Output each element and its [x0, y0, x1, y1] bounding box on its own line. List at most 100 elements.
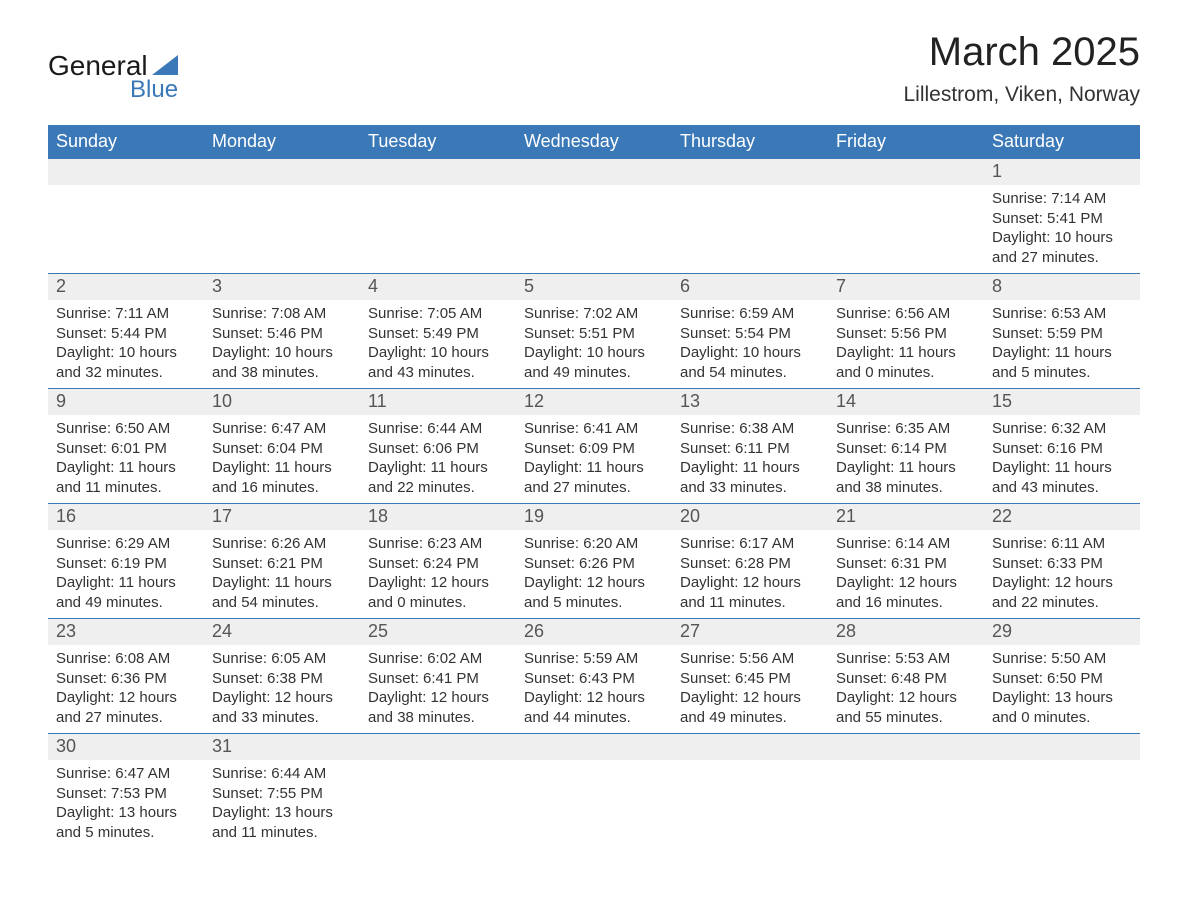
day-number: 6	[672, 274, 828, 300]
calendar-day-cell	[828, 159, 984, 274]
logo: General Blue	[48, 50, 178, 104]
day-number: 10	[204, 389, 360, 415]
day-body: Sunrise: 7:11 AMSunset: 5:44 PMDaylight:…	[48, 300, 204, 388]
sunrise-text: Sunrise: 6:20 AM	[524, 534, 664, 554]
sunset-text: Sunset: 6:14 PM	[836, 439, 976, 459]
day-number: 19	[516, 504, 672, 530]
sunrise-text: Sunrise: 5:56 AM	[680, 649, 820, 669]
daylight-text: Daylight: 11 hours and 16 minutes.	[212, 458, 352, 497]
day-number	[204, 159, 360, 185]
daylight-text: Daylight: 12 hours and 5 minutes.	[524, 573, 664, 612]
day-number	[672, 734, 828, 760]
daylight-text: Daylight: 10 hours and 27 minutes.	[992, 228, 1132, 267]
daylight-text: Daylight: 12 hours and 33 minutes.	[212, 688, 352, 727]
sunset-text: Sunset: 6:16 PM	[992, 439, 1132, 459]
day-number: 29	[984, 619, 1140, 645]
calendar-table: Sunday Monday Tuesday Wednesday Thursday…	[48, 125, 1140, 848]
calendar-day-cell: 19Sunrise: 6:20 AMSunset: 6:26 PMDayligh…	[516, 504, 672, 619]
day-body	[672, 185, 828, 257]
calendar-day-cell: 9Sunrise: 6:50 AMSunset: 6:01 PMDaylight…	[48, 389, 204, 504]
calendar-day-cell	[360, 734, 516, 849]
sunrise-text: Sunrise: 6:11 AM	[992, 534, 1132, 554]
day-number: 7	[828, 274, 984, 300]
day-body: Sunrise: 6:56 AMSunset: 5:56 PMDaylight:…	[828, 300, 984, 388]
calendar-day-cell: 11Sunrise: 6:44 AMSunset: 6:06 PMDayligh…	[360, 389, 516, 504]
calendar-week-row: 23Sunrise: 6:08 AMSunset: 6:36 PMDayligh…	[48, 619, 1140, 734]
sunrise-text: Sunrise: 5:50 AM	[992, 649, 1132, 669]
calendar-day-cell: 4Sunrise: 7:05 AMSunset: 5:49 PMDaylight…	[360, 274, 516, 389]
sunrise-text: Sunrise: 6:26 AM	[212, 534, 352, 554]
day-number	[360, 159, 516, 185]
sunrise-text: Sunrise: 6:08 AM	[56, 649, 196, 669]
sunset-text: Sunset: 6:19 PM	[56, 554, 196, 574]
day-number: 23	[48, 619, 204, 645]
sunrise-text: Sunrise: 6:47 AM	[212, 419, 352, 439]
daylight-text: Daylight: 11 hours and 54 minutes.	[212, 573, 352, 612]
day-number: 17	[204, 504, 360, 530]
sunset-text: Sunset: 5:44 PM	[56, 324, 196, 344]
day-body	[360, 760, 516, 832]
sunrise-text: Sunrise: 6:41 AM	[524, 419, 664, 439]
calendar-day-cell	[516, 159, 672, 274]
sunset-text: Sunset: 6:31 PM	[836, 554, 976, 574]
daylight-text: Daylight: 12 hours and 16 minutes.	[836, 573, 976, 612]
day-body: Sunrise: 6:23 AMSunset: 6:24 PMDaylight:…	[360, 530, 516, 618]
sunset-text: Sunset: 5:46 PM	[212, 324, 352, 344]
sunrise-text: Sunrise: 7:11 AM	[56, 304, 196, 324]
calendar-day-cell: 8Sunrise: 6:53 AMSunset: 5:59 PMDaylight…	[984, 274, 1140, 389]
sunset-text: Sunset: 6:33 PM	[992, 554, 1132, 574]
calendar-day-cell	[360, 159, 516, 274]
calendar-day-cell: 15Sunrise: 6:32 AMSunset: 6:16 PMDayligh…	[984, 389, 1140, 504]
day-body: Sunrise: 6:29 AMSunset: 6:19 PMDaylight:…	[48, 530, 204, 618]
day-number: 11	[360, 389, 516, 415]
calendar-day-cell: 1Sunrise: 7:14 AMSunset: 5:41 PMDaylight…	[984, 159, 1140, 274]
sunrise-text: Sunrise: 6:56 AM	[836, 304, 976, 324]
daylight-text: Daylight: 12 hours and 27 minutes.	[56, 688, 196, 727]
day-body: Sunrise: 7:02 AMSunset: 5:51 PMDaylight:…	[516, 300, 672, 388]
daylight-text: Daylight: 11 hours and 11 minutes.	[56, 458, 196, 497]
daylight-text: Daylight: 11 hours and 22 minutes.	[368, 458, 508, 497]
calendar-day-cell: 5Sunrise: 7:02 AMSunset: 5:51 PMDaylight…	[516, 274, 672, 389]
sunset-text: Sunset: 5:41 PM	[992, 209, 1132, 229]
daylight-text: Daylight: 11 hours and 5 minutes.	[992, 343, 1132, 382]
day-number: 25	[360, 619, 516, 645]
day-body: Sunrise: 6:35 AMSunset: 6:14 PMDaylight:…	[828, 415, 984, 503]
sunset-text: Sunset: 5:51 PM	[524, 324, 664, 344]
day-body: Sunrise: 6:53 AMSunset: 5:59 PMDaylight:…	[984, 300, 1140, 388]
sunset-text: Sunset: 6:09 PM	[524, 439, 664, 459]
daylight-text: Daylight: 12 hours and 0 minutes.	[368, 573, 508, 612]
calendar-day-cell: 14Sunrise: 6:35 AMSunset: 6:14 PMDayligh…	[828, 389, 984, 504]
calendar-day-cell: 2Sunrise: 7:11 AMSunset: 5:44 PMDaylight…	[48, 274, 204, 389]
weekday-header: Monday	[204, 125, 360, 159]
sunset-text: Sunset: 5:49 PM	[368, 324, 508, 344]
calendar-day-cell: 13Sunrise: 6:38 AMSunset: 6:11 PMDayligh…	[672, 389, 828, 504]
day-body: Sunrise: 5:59 AMSunset: 6:43 PMDaylight:…	[516, 645, 672, 733]
sunrise-text: Sunrise: 6:44 AM	[212, 764, 352, 784]
day-body	[516, 185, 672, 257]
day-body	[516, 760, 672, 832]
day-body: Sunrise: 6:20 AMSunset: 6:26 PMDaylight:…	[516, 530, 672, 618]
calendar-day-cell	[516, 734, 672, 849]
calendar-day-cell	[984, 734, 1140, 849]
day-body: Sunrise: 6:47 AMSunset: 7:53 PMDaylight:…	[48, 760, 204, 848]
daylight-text: Daylight: 12 hours and 38 minutes.	[368, 688, 508, 727]
daylight-text: Daylight: 10 hours and 54 minutes.	[680, 343, 820, 382]
day-number: 21	[828, 504, 984, 530]
daylight-text: Daylight: 13 hours and 5 minutes.	[56, 803, 196, 842]
day-body: Sunrise: 5:56 AMSunset: 6:45 PMDaylight:…	[672, 645, 828, 733]
day-body: Sunrise: 7:08 AMSunset: 5:46 PMDaylight:…	[204, 300, 360, 388]
calendar-week-row: 16Sunrise: 6:29 AMSunset: 6:19 PMDayligh…	[48, 504, 1140, 619]
daylight-text: Daylight: 12 hours and 49 minutes.	[680, 688, 820, 727]
sunrise-text: Sunrise: 7:14 AM	[992, 189, 1132, 209]
day-body	[828, 760, 984, 832]
day-number: 22	[984, 504, 1140, 530]
sunrise-text: Sunrise: 6:14 AM	[836, 534, 976, 554]
weekday-header: Thursday	[672, 125, 828, 159]
calendar-week-row: 2Sunrise: 7:11 AMSunset: 5:44 PMDaylight…	[48, 274, 1140, 389]
sunrise-text: Sunrise: 6:50 AM	[56, 419, 196, 439]
weekday-header-row: Sunday Monday Tuesday Wednesday Thursday…	[48, 125, 1140, 159]
calendar-day-cell: 26Sunrise: 5:59 AMSunset: 6:43 PMDayligh…	[516, 619, 672, 734]
calendar-day-cell: 30Sunrise: 6:47 AMSunset: 7:53 PMDayligh…	[48, 734, 204, 849]
calendar-day-cell	[828, 734, 984, 849]
day-body: Sunrise: 6:47 AMSunset: 6:04 PMDaylight:…	[204, 415, 360, 503]
